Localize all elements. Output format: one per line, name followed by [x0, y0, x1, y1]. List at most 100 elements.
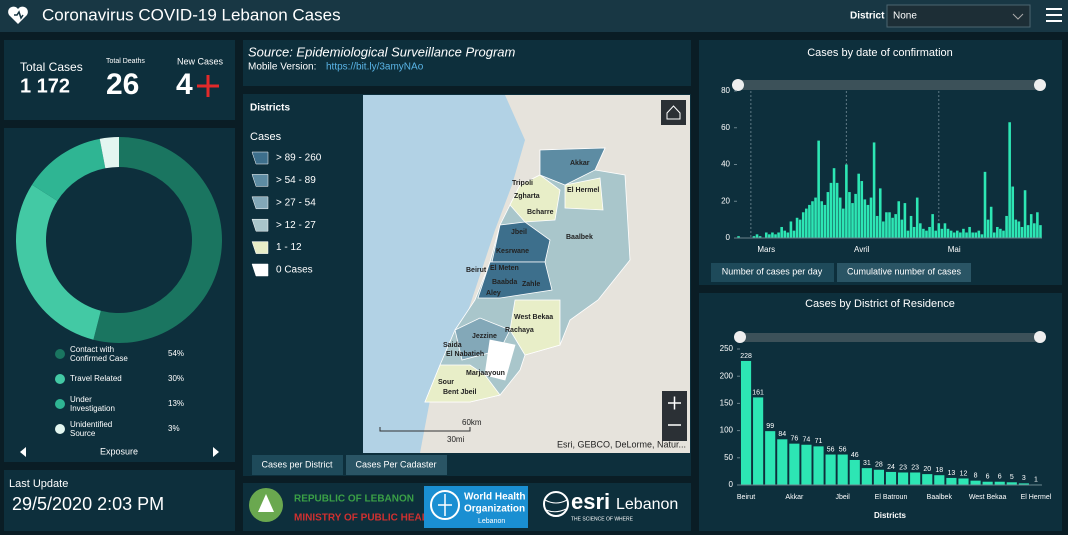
x-tick-label: West Bekaa [969, 494, 1007, 501]
value-label: 84 [778, 431, 786, 438]
map-tab-active[interactable] [252, 455, 343, 475]
donut-slice [99, 137, 119, 169]
district-shape[interactable] [509, 299, 561, 356]
legend-label: > 89 - 260 [276, 153, 322, 164]
map-labels: Akkar Tripoli El Hermel Zgharta Bcharre Baalb… [438, 160, 599, 396]
bar [946, 228, 950, 238]
bar [959, 232, 962, 238]
slider-handle[interactable] [734, 331, 746, 343]
bar [983, 171, 987, 238]
slider-handle[interactable] [732, 79, 744, 91]
chart-tab[interactable]: Number of cases per day [722, 266, 823, 276]
legend-dot [55, 399, 65, 409]
bar [912, 226, 916, 238]
bar [965, 232, 968, 238]
value-label: 18 [935, 467, 943, 474]
district-shape[interactable] [477, 261, 553, 299]
bar [820, 201, 824, 238]
bar [1017, 221, 1021, 238]
bar [814, 197, 817, 238]
menu-line[interactable] [1046, 20, 1062, 22]
prev-arrow[interactable] [20, 447, 26, 457]
district-shape[interactable] [424, 364, 501, 403]
home-icon[interactable] [666, 105, 681, 120]
stat-value: 1 172 [20, 75, 70, 97]
map-tab[interactable]: Cases Per Cadaster [355, 459, 436, 469]
chart-tab-inactive[interactable] [837, 263, 971, 282]
select-chevron[interactable] [1012, 13, 1024, 20]
district-shape[interactable] [564, 177, 604, 211]
value-label: 31 [863, 460, 871, 467]
menu-button[interactable] [1046, 8, 1062, 22]
bar [1026, 225, 1030, 238]
district-label: Rachaya [505, 327, 534, 334]
bar [977, 230, 981, 238]
bar [900, 219, 904, 238]
y-tick-label: 150 [720, 399, 734, 408]
ministry-emblem-mark [258, 494, 274, 512]
range-slider[interactable] [738, 80, 1040, 90]
slider-handle[interactable] [1034, 331, 1046, 343]
value-label: 1 [1034, 476, 1038, 483]
map-tab-inactive[interactable] [346, 455, 447, 475]
zoom-icons[interactable] [668, 396, 681, 426]
district-shape[interactable] [509, 174, 561, 223]
value-label: 99 [766, 423, 774, 430]
y-tick-label: 60 [721, 123, 730, 132]
bar [849, 459, 860, 485]
bar [801, 212, 805, 238]
slider-handle[interactable] [1034, 79, 1046, 91]
lebanon-districts[interactable] [424, 147, 631, 403]
y-tick-label: 0 [726, 233, 731, 242]
district-shape[interactable] [484, 339, 516, 381]
bar [925, 230, 928, 238]
range-slider[interactable] [740, 333, 1040, 342]
app-icon [8, 6, 28, 25]
bar [980, 234, 984, 238]
bar [1020, 226, 1024, 238]
chart-title: Cases by date of confirmation [807, 47, 953, 59]
esri-text: esri [571, 489, 610, 514]
legend-swatch [251, 151, 269, 165]
bar [949, 230, 953, 238]
value-label: 6 [998, 474, 1002, 481]
mobile-link[interactable]: https://bit.ly/3amyNAo [326, 62, 424, 73]
select-box[interactable] [886, 4, 1031, 28]
bar [934, 230, 938, 238]
district-select[interactable]: None [886, 4, 1031, 28]
bar [934, 475, 945, 485]
bar [1006, 482, 1017, 485]
value-label: 24 [887, 464, 895, 471]
district-label: El Hermel [567, 187, 599, 194]
district-shape[interactable] [491, 221, 551, 263]
y-tick-label: 40 [721, 160, 730, 169]
donut-slice [15, 184, 101, 340]
bar [940, 228, 944, 238]
menu-line[interactable] [1046, 8, 1062, 10]
bar [891, 217, 894, 238]
map-heading: Districts [250, 103, 290, 114]
donut-slice [93, 137, 222, 343]
bar [928, 226, 931, 238]
district-label: Aley [486, 290, 501, 297]
map-tab[interactable]: Cases per District [261, 459, 333, 469]
select-value[interactable]: None [893, 11, 917, 22]
home-button[interactable] [661, 100, 686, 125]
bar [906, 230, 910, 238]
district-shape[interactable] [539, 147, 606, 186]
bar [851, 203, 854, 238]
menu-line[interactable] [1046, 14, 1062, 16]
district-label: Zgharta [514, 193, 540, 200]
who-text: Lebanon [478, 518, 505, 525]
value-label: 13 [948, 470, 956, 477]
map[interactable]: Akkar Tripoli El Hermel Zgharta Bcharre Baalb… [363, 95, 690, 453]
chart-tab[interactable]: Cumulative number of cases [847, 266, 962, 276]
bar [919, 223, 922, 238]
bar [758, 236, 762, 238]
value-label: 74 [803, 437, 811, 444]
next-arrow[interactable] [213, 447, 219, 457]
value-label: 8 [974, 472, 978, 479]
district-label: Jbeil [511, 229, 527, 236]
district-label: Baalbek [566, 234, 593, 241]
chart-tab-active[interactable] [711, 263, 834, 282]
